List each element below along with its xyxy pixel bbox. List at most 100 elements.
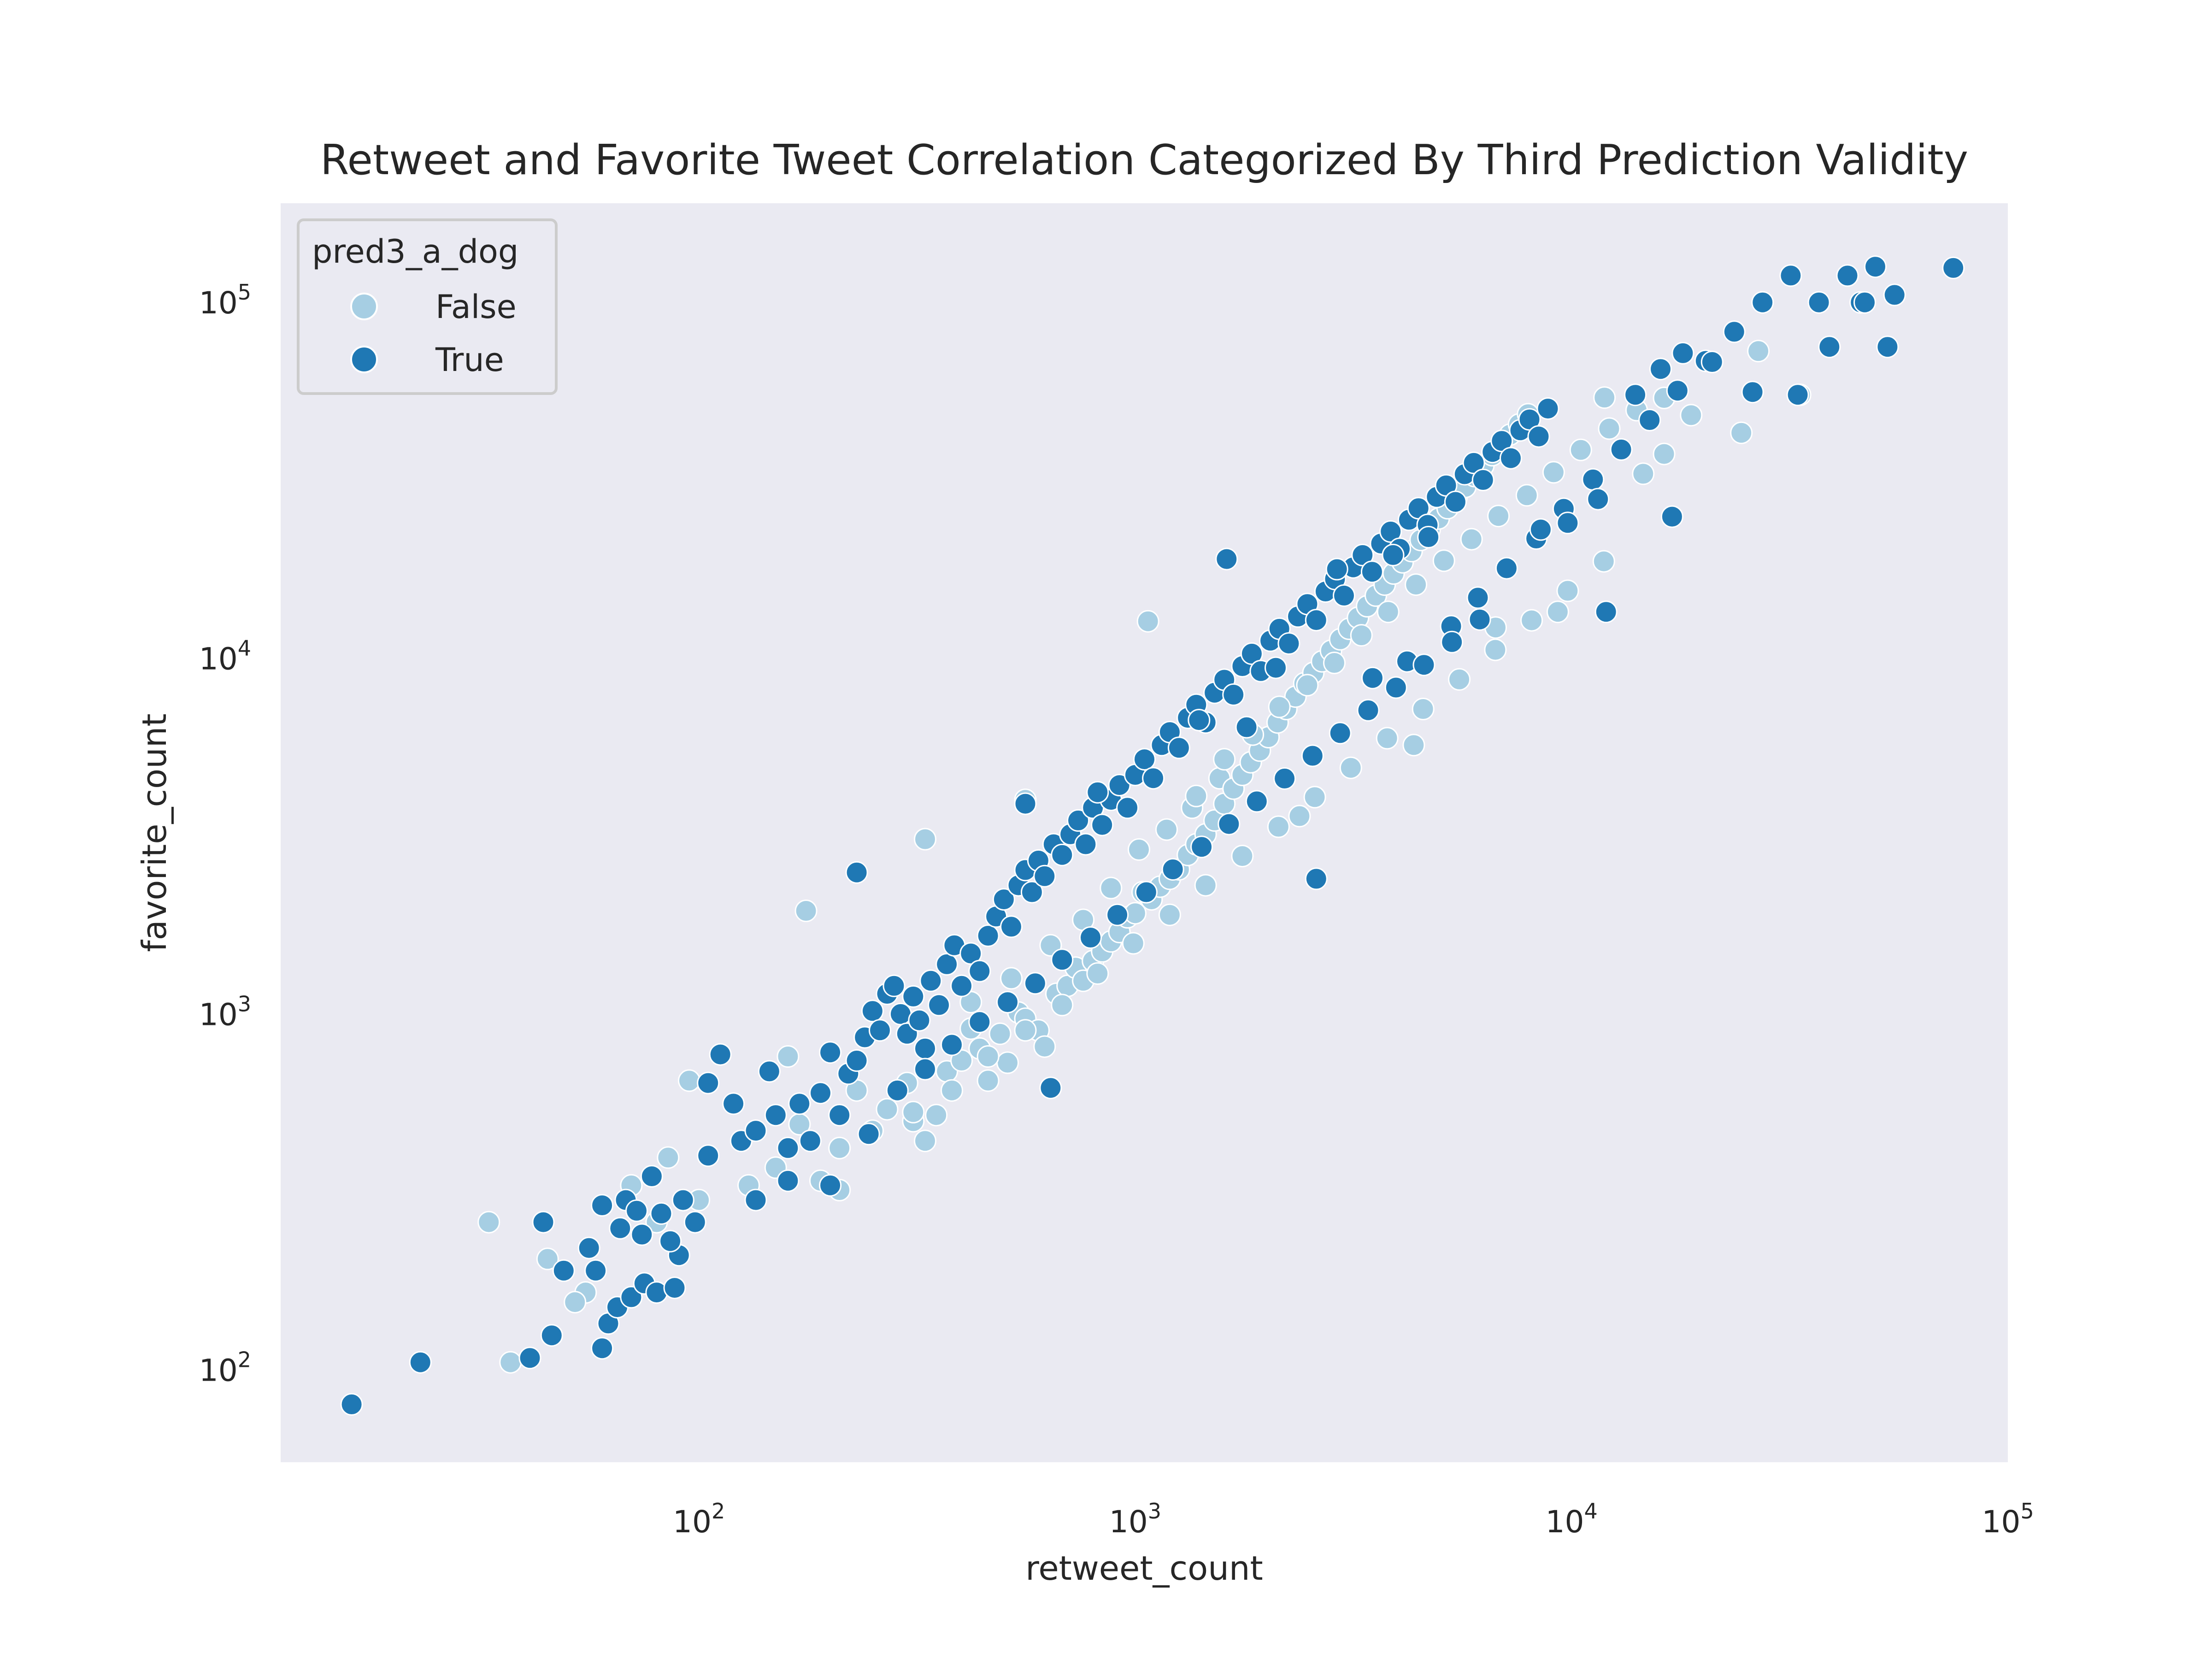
data-point-true <box>809 1082 832 1105</box>
data-point-true <box>1471 469 1494 491</box>
data-point-false <box>914 1130 936 1153</box>
data-point-true <box>1751 291 1774 314</box>
data-point-true <box>1325 558 1348 581</box>
data-point-true <box>869 1019 891 1042</box>
data-point-false <box>1323 652 1346 674</box>
data-point-false <box>1542 461 1565 484</box>
data-point-true <box>1106 903 1129 926</box>
data-point-true <box>1741 381 1764 404</box>
data-point-true <box>1133 748 1156 771</box>
data-point-true <box>1333 584 1355 607</box>
data-point-false <box>1136 610 1159 633</box>
y-axis-ticks: 102 103 104 105 <box>199 280 251 1388</box>
data-point-true <box>722 1092 745 1115</box>
data-point-true <box>1527 425 1550 448</box>
data-point-true <box>1807 291 1830 314</box>
data-point-true <box>1351 543 1374 566</box>
data-point-false <box>902 1100 925 1124</box>
data-point-false <box>1592 550 1615 573</box>
data-point-false <box>1632 462 1655 485</box>
data-point-false <box>1100 877 1123 900</box>
data-point-true <box>1624 383 1647 406</box>
data-point-true <box>1466 586 1489 609</box>
data-point-false <box>536 1247 559 1271</box>
data-point-false <box>1288 805 1311 828</box>
data-point-true <box>1188 709 1211 732</box>
data-point-false <box>914 828 936 851</box>
data-point-true <box>1240 642 1263 665</box>
data-point-true <box>1864 255 1887 278</box>
data-point-false <box>1460 528 1483 551</box>
data-point-false <box>996 1051 1019 1074</box>
data-point-false <box>678 1069 700 1092</box>
data-point-false <box>1051 994 1074 1017</box>
data-point-false <box>794 900 818 922</box>
data-point-true <box>1020 881 1043 904</box>
y-tick-label: 105 <box>199 280 251 321</box>
legend-label-false: False <box>435 288 517 326</box>
data-point-true <box>882 974 906 997</box>
data-point-true <box>1215 547 1238 571</box>
data-point-true <box>1779 264 1802 287</box>
data-point-false <box>1593 386 1616 409</box>
data-point-true <box>1167 736 1190 759</box>
data-point-true <box>1091 813 1114 836</box>
data-point-true <box>914 1058 936 1081</box>
data-point-true <box>1412 653 1435 677</box>
data-point-true <box>671 1188 694 1212</box>
data-point-false <box>1376 727 1399 750</box>
data-point-true <box>889 1002 912 1025</box>
x-axis-label: retweet_count <box>1025 1549 1263 1588</box>
data-point-true <box>1671 341 1694 365</box>
data-point-true <box>1382 543 1405 566</box>
data-point-true <box>1587 488 1610 511</box>
data-point-true <box>828 1104 851 1127</box>
data-point-true <box>1529 518 1552 541</box>
data-point-true <box>744 1119 767 1142</box>
data-point-true <box>1883 283 1906 306</box>
legend-label-true: True <box>435 341 504 379</box>
data-point-false <box>1747 340 1770 363</box>
data-point-true <box>928 994 951 1017</box>
data-point-true <box>591 1337 614 1360</box>
data-point-true <box>1000 915 1023 938</box>
data-point-true <box>996 991 1019 1014</box>
data-point-true <box>1723 320 1746 343</box>
data-point-false <box>941 1079 963 1102</box>
data-point-true <box>1836 264 1859 287</box>
data-point-true <box>968 959 991 982</box>
data-point-true <box>1301 744 1324 767</box>
data-point-true <box>1190 835 1213 859</box>
data-point-true <box>409 1351 432 1374</box>
data-point-true <box>532 1211 555 1234</box>
data-point-false <box>777 1045 800 1068</box>
data-point-true <box>1786 383 1809 406</box>
data-point-true <box>1649 358 1672 381</box>
data-point-true <box>764 1104 787 1127</box>
plot-background <box>281 203 2008 1462</box>
data-point-true <box>908 1009 931 1032</box>
data-point-true <box>1536 397 1559 420</box>
data-point-true <box>992 888 1015 911</box>
y-tick-label: 102 <box>199 1347 251 1388</box>
data-point-true <box>1582 468 1605 491</box>
data-point-true <box>518 1347 541 1370</box>
data-point-true <box>845 1049 868 1072</box>
data-point-true <box>1818 335 1841 359</box>
x-tick-label: 105 <box>1982 1499 2034 1540</box>
data-point-false <box>977 1069 1000 1092</box>
data-point-true <box>1305 609 1328 632</box>
data-point-true <box>640 1165 663 1188</box>
data-point-false <box>564 1291 587 1314</box>
data-point-true <box>1468 608 1491 631</box>
data-point-true <box>584 1259 607 1282</box>
data-point-false <box>477 1211 500 1234</box>
data-point-true <box>744 1188 767 1212</box>
data-point-true <box>1417 526 1440 548</box>
data-point-true <box>1086 781 1109 804</box>
data-point-true <box>1379 520 1402 543</box>
data-point-true <box>902 985 925 1008</box>
data-point-true <box>1277 632 1300 655</box>
data-point-false <box>1185 784 1208 807</box>
